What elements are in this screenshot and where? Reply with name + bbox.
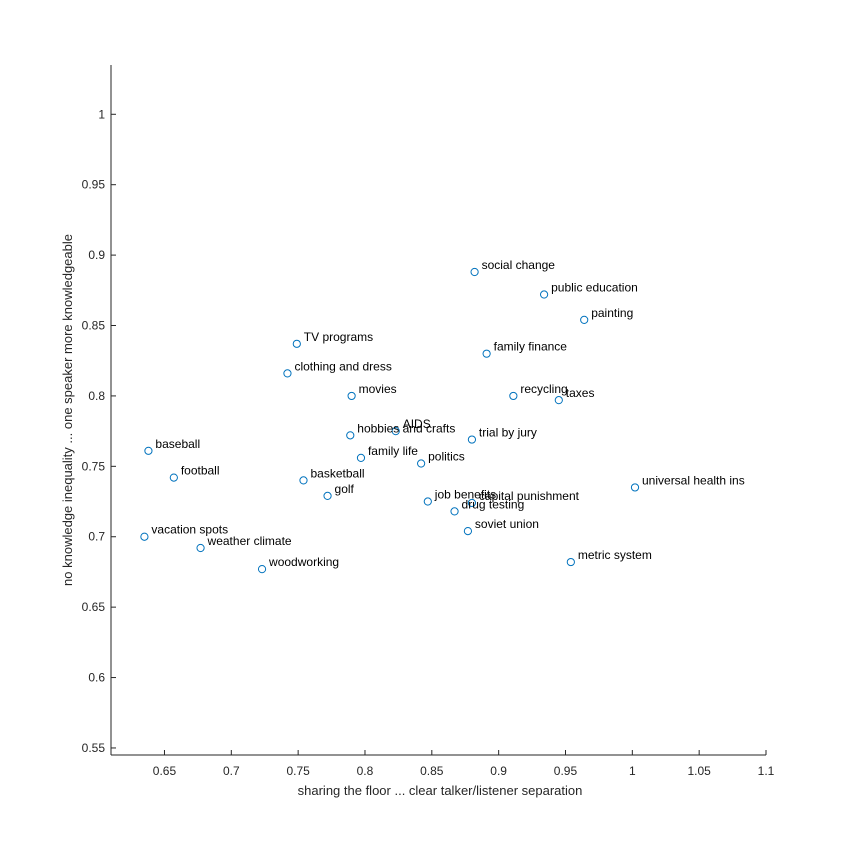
data-point-label: soviet union <box>475 517 539 531</box>
data-point-label: basketball <box>310 466 364 480</box>
y-tick-label: 0.75 <box>82 459 106 473</box>
data-point-marker <box>423 497 432 506</box>
data-point-label: AIDS <box>403 417 431 431</box>
x-axis-label: sharing the floor ... clear talker/liste… <box>298 783 583 798</box>
data-point-marker <box>257 565 267 574</box>
y-axis-label: no knowledge inequality ... one speaker … <box>60 234 75 586</box>
data-point-label: taxes <box>566 386 595 400</box>
data-point-label: movies <box>359 382 397 396</box>
data-point-label: football <box>181 464 220 478</box>
data-point-marker <box>292 339 301 348</box>
data-point-marker <box>566 557 575 567</box>
data-point-marker <box>140 532 149 541</box>
data-point-marker <box>482 349 491 358</box>
data-point-marker <box>580 315 589 324</box>
x-tick-label: 0.8 <box>357 764 374 778</box>
data-point-label: job benefits <box>434 488 496 502</box>
data-point-marker <box>356 453 366 462</box>
data-point-label: woodworking <box>268 555 339 569</box>
data-point-marker <box>554 396 563 405</box>
data-point-marker <box>467 498 477 508</box>
data-point-marker <box>450 507 459 516</box>
y-tick-label: 0.7 <box>88 530 105 544</box>
y-tick-label: 0.65 <box>82 600 106 614</box>
x-tick-label: 0.75 <box>286 764 310 778</box>
x-tick-label: 1.1 <box>758 764 775 778</box>
data-point-marker <box>463 527 473 536</box>
data-point-label: family finance <box>494 340 568 354</box>
data-point-label: drug testing <box>462 497 525 511</box>
data-point-label: metric system <box>578 548 652 562</box>
data-point-marker <box>169 473 178 482</box>
data-point-marker <box>470 267 479 277</box>
y-axis-ticks: 0.55 0.6 0.65 0.7 0.75 0.8 0.85 0.9 0.95 1 <box>82 107 116 755</box>
x-axis-ticks: 0.65 0.7 0.75 0.8 0.85 0.9 0.95 1 1.05 1.1 <box>153 750 775 778</box>
data-point-label: vacation spots <box>151 523 228 537</box>
data-point-label: social change <box>482 258 556 272</box>
data-points: social change public education painting TV … <box>140 258 745 574</box>
data-point-marker <box>299 476 308 485</box>
data-point-marker <box>196 543 205 553</box>
data-point-label: trial by jury <box>479 426 537 440</box>
data-point-marker <box>417 459 426 468</box>
data-point-label: public education <box>551 281 638 295</box>
x-tick-label: 1.05 <box>687 764 711 778</box>
data-point-marker <box>283 369 292 378</box>
data-point-label: TV programs <box>304 330 373 344</box>
data-point-label: golf <box>335 482 355 496</box>
y-tick-label: 0.9 <box>88 248 105 262</box>
y-tick-label: 0.6 <box>88 671 105 685</box>
y-tick-label: 0.85 <box>82 319 106 333</box>
data-point-label: clothing and dress <box>294 359 391 373</box>
data-point-marker <box>391 427 400 436</box>
x-tick-label: 0.7 <box>223 764 240 778</box>
data-point-label: politics <box>428 450 465 464</box>
data-point-marker <box>630 483 640 492</box>
x-tick-label: 1 <box>629 764 636 778</box>
data-point-marker <box>540 290 549 299</box>
data-point-label: universal health ins <box>642 473 745 487</box>
y-tick-label: 0.95 <box>82 178 106 192</box>
data-point-label: hobbies and crafts <box>357 421 455 435</box>
data-point-label: painting <box>591 306 633 320</box>
data-point-marker <box>347 391 356 401</box>
data-point-marker <box>323 491 332 500</box>
y-tick-label: 1 <box>98 107 105 121</box>
data-point-marker <box>509 391 518 401</box>
data-point-label: baseball <box>155 437 200 451</box>
data-point-label: capital punishment <box>479 489 580 503</box>
data-point-label: family life <box>368 444 418 458</box>
x-tick-label: 0.9 <box>490 764 507 778</box>
x-tick-label: 0.65 <box>153 764 177 778</box>
data-point-marker <box>144 446 153 455</box>
y-tick-label: 0.55 <box>82 741 106 755</box>
data-point-marker <box>346 431 355 440</box>
y-tick-label: 0.8 <box>88 389 105 403</box>
data-point-label: weather climate <box>207 534 292 548</box>
x-tick-label: 0.85 <box>420 764 444 778</box>
data-point-marker <box>467 435 477 444</box>
x-tick-label: 0.95 <box>554 764 578 778</box>
data-point-label: recycling <box>520 382 567 396</box>
